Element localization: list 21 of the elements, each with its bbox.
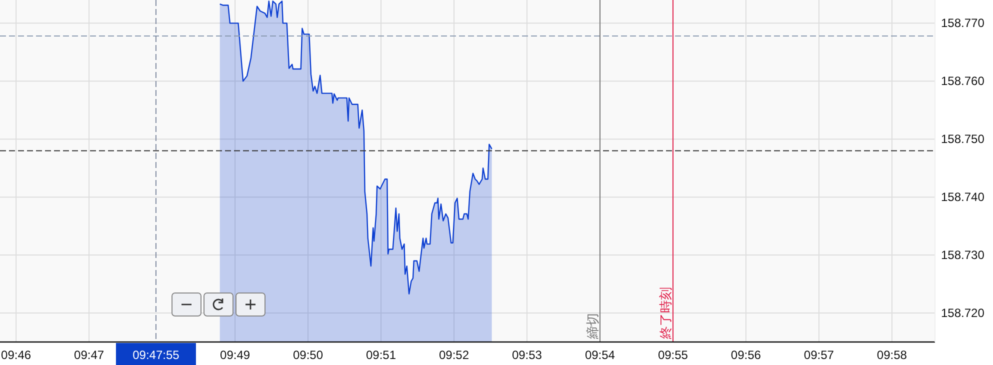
y-tick-label: 158.740 [941, 190, 985, 204]
y-tick-label: 158.720 [941, 306, 985, 320]
y-tick-label: 158.750 [941, 132, 985, 146]
x-tick-label: 09:54 [584, 348, 616, 362]
x-tick-label: 09:58 [876, 348, 908, 362]
x-tick-label: 09:50 [292, 348, 324, 362]
ref-line-label: 締切 [584, 313, 600, 340]
x-tick-label: 09:49 [220, 348, 250, 362]
y-tick-label: 158.730 [941, 248, 985, 262]
x-tick-label: 09:51 [366, 348, 396, 362]
x-tick-label: 09:53 [512, 348, 542, 362]
x-tick-label: 09:56 [730, 348, 762, 362]
x-tick-label: 09:47 [74, 348, 104, 362]
text: 09:47:55 [132, 348, 180, 362]
ref-line-label: 終了時刻 [658, 287, 673, 340]
x-tick-label: 09:52 [438, 348, 470, 362]
x-tick-label: 09:57 [804, 348, 834, 362]
y-tick-label: 158.770 [941, 16, 985, 30]
x-tick-label: 09:55 [658, 348, 688, 362]
x-tick-label: 09:46 [1, 348, 32, 362]
y-tick-label: 158.760 [941, 74, 985, 88]
